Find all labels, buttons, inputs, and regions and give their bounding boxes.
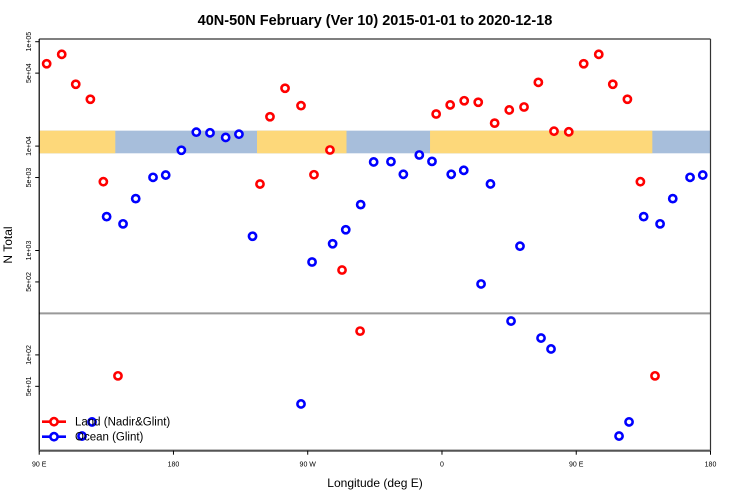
land-point (489, 118, 500, 129)
ocean-point (546, 344, 556, 354)
ocean-point (697, 170, 708, 180)
ocean-point (458, 165, 469, 176)
land-point (41, 58, 52, 69)
ocean-point (234, 129, 244, 140)
plot-frame (38, 38, 712, 452)
land-point (337, 265, 347, 275)
land-point (578, 58, 589, 69)
y-tick-label: 1e+05 (26, 32, 33, 52)
y-tick-label: 5e+04 (26, 63, 33, 83)
ocean-point (476, 279, 486, 289)
ocean-point (414, 150, 425, 160)
land-point (56, 49, 67, 60)
land-segment (39, 130, 116, 154)
ocean-point (307, 257, 317, 267)
ocean-point (220, 132, 231, 143)
y-tick-label: 5e+02 (26, 272, 33, 292)
ocean-point (485, 179, 496, 189)
land-point (255, 179, 265, 189)
ocean-point (176, 145, 187, 156)
land-point (504, 105, 515, 115)
y-tick-label: 1e+04 (26, 136, 33, 156)
ocean-point (101, 211, 112, 222)
x-tick-label: 180 (168, 462, 180, 469)
land-point (113, 370, 123, 381)
land-segment (430, 130, 653, 154)
land-point (431, 109, 442, 119)
y-tick-label: 5e+03 (26, 168, 33, 188)
ocean-point (655, 218, 665, 229)
ocean-point (148, 172, 158, 183)
land-point (563, 126, 574, 137)
land-point (519, 102, 529, 112)
ocean-point (327, 238, 338, 249)
x-axis: 90 E 180 90 W 0 90 E 180 (32, 450, 717, 469)
x-axis-label: Longitude (deg E) (327, 476, 422, 490)
ocean-point (398, 169, 409, 180)
ocean-point (624, 417, 634, 427)
land-point (622, 94, 633, 105)
ocean-point (340, 224, 351, 235)
ocean-point (427, 156, 437, 167)
land-point (355, 326, 365, 337)
ocean-point (368, 157, 379, 167)
ocean-point (536, 333, 546, 343)
land-point (70, 79, 81, 90)
ocean-point (355, 199, 366, 210)
land-point (593, 49, 604, 60)
land-point (265, 111, 275, 122)
legend-marker (49, 431, 59, 442)
data-points (41, 49, 708, 441)
ocean-point (205, 127, 215, 138)
ocean-point (685, 172, 695, 183)
ocean-point (130, 193, 141, 204)
ocean-point (77, 431, 87, 441)
legend-label: Land (Nadir&Glint) (75, 417, 170, 429)
land-point (296, 100, 306, 111)
land-point (325, 145, 335, 155)
y-axis: 1e+05 5e+04 1e+04 5e+03 1e+03 5e+02 1e+02 5e+01 (26, 32, 40, 396)
ocean-point (506, 316, 516, 326)
y-tick-label: 1e+02 (26, 345, 33, 365)
land-point (459, 95, 470, 106)
ocean-point (87, 417, 97, 427)
ocean-point (160, 170, 171, 180)
y-tick-label: 1e+03 (26, 241, 33, 261)
x-tick-label: 90 E (569, 462, 584, 469)
land-point (445, 100, 456, 110)
land-point (635, 176, 646, 187)
legend-label: Ocean (Glint) (75, 432, 144, 444)
ocean-point (446, 169, 457, 180)
land-point (533, 77, 544, 88)
ocean-point (191, 127, 202, 138)
chart-title: 40N-50N February (Ver 10) 2015-01-01 to … (198, 13, 553, 29)
x-tick-label: 90 E (32, 462, 47, 469)
land-point (473, 97, 484, 108)
land-point (280, 83, 290, 94)
ocean-point (614, 431, 624, 441)
land-point (309, 169, 319, 180)
legend: Land (Nadir&Glint) Ocean (Glint) (42, 417, 170, 444)
ocean-point (667, 193, 678, 204)
x-tick-label: 90 W (300, 462, 317, 469)
map-band (39, 130, 711, 154)
x-tick-label: 180 (705, 462, 717, 469)
land-segment (256, 130, 347, 154)
land-point (650, 370, 660, 381)
x-tick-label: 0 (440, 462, 444, 469)
ocean-point (386, 156, 396, 167)
ocean-point (296, 399, 306, 409)
y-axis-label: N Total (1, 226, 15, 263)
land-point (607, 79, 618, 90)
y-tick-label: 5e+01 (26, 376, 33, 396)
land-point (549, 126, 559, 137)
land-point (98, 176, 109, 187)
ocean-point (515, 241, 525, 252)
legend-marker (49, 416, 59, 427)
ocean-point (118, 218, 128, 229)
ocean-point (638, 211, 649, 222)
land-point (85, 94, 96, 105)
ocean-point (247, 231, 258, 242)
